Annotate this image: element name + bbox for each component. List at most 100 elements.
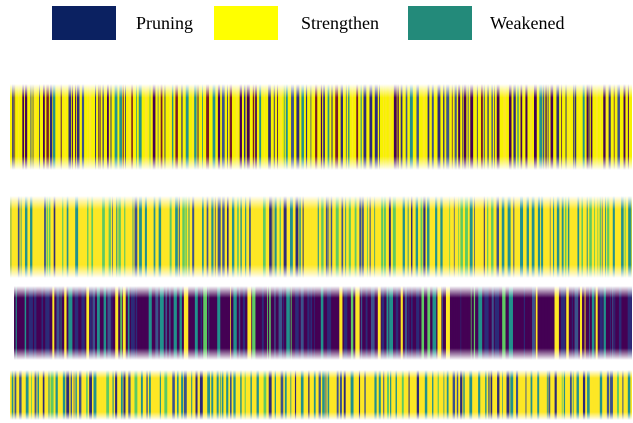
band-stripe [360, 286, 363, 360]
band-stripe [135, 286, 138, 360]
band-stripe [207, 370, 211, 420]
band-stripe [12, 84, 14, 170]
band-stripe [239, 84, 242, 170]
band-stripe [91, 196, 94, 278]
band-stripe [48, 370, 50, 420]
band-stripe [607, 196, 610, 278]
band-stripe [200, 286, 203, 360]
band-stripe [483, 196, 485, 278]
band-stripe [95, 84, 97, 170]
band-stripe [52, 286, 55, 360]
band-stripe [401, 370, 404, 420]
band-stripe [580, 286, 583, 360]
band-stripe [465, 196, 468, 278]
band-stripe [510, 370, 514, 420]
band-stripe [28, 286, 33, 360]
band-stripe [551, 286, 554, 360]
band-stripe [230, 370, 232, 420]
band-stripe [452, 370, 456, 420]
band-stripe [402, 196, 405, 278]
band-stripe [574, 286, 579, 360]
band-stripe [195, 370, 198, 420]
band-stripe [291, 84, 294, 170]
band-stripe [132, 196, 134, 278]
band-stripe [553, 196, 555, 278]
band-stripe [416, 370, 420, 420]
band-stripe [89, 370, 92, 420]
band-stripe [250, 370, 252, 420]
band-stripe [612, 286, 614, 360]
band-stripe [507, 196, 511, 278]
band-stripe [314, 196, 317, 278]
band-stripe [517, 84, 519, 170]
band-stripe [176, 370, 179, 420]
band-stripe [15, 286, 17, 360]
band-stripe [60, 286, 62, 360]
band-stripe [556, 196, 560, 278]
band-stripe [501, 196, 505, 278]
band-stripe [422, 84, 425, 170]
band-stripe [68, 84, 72, 170]
band-stripe [290, 370, 292, 420]
band-stripe [351, 84, 354, 170]
band-stripe [453, 196, 455, 278]
band-stripe [279, 84, 282, 170]
band-stripe [221, 370, 224, 420]
band-stripe [93, 370, 97, 420]
band-stripe [541, 286, 545, 360]
band-stripe [355, 286, 360, 360]
band-stripe [257, 286, 260, 360]
band-stripe [247, 286, 252, 360]
band-stripe [191, 370, 193, 420]
band-stripe [366, 196, 368, 278]
band-stripe [246, 84, 250, 170]
band-stripe [138, 84, 142, 170]
band-stripe [432, 370, 434, 420]
band-stripe [211, 370, 214, 420]
band-stripe [474, 196, 476, 278]
band-stripe [483, 84, 485, 170]
band-stripe [37, 286, 40, 360]
band-stripe [76, 84, 80, 170]
band-stripe [81, 286, 85, 360]
band-stripe [79, 370, 82, 420]
band-stripe [34, 370, 37, 420]
band-stripe [217, 286, 221, 360]
band-stripe [343, 370, 346, 420]
band-stripe [423, 196, 426, 278]
band-stripe [398, 196, 401, 278]
band-stripe [565, 84, 567, 170]
band-stripe [22, 84, 25, 170]
band-stripe [599, 370, 603, 420]
band-stripe [530, 370, 533, 420]
band-stripe [616, 196, 620, 278]
band-stripe [332, 370, 335, 420]
band-stripe [242, 286, 246, 360]
band-stripe [462, 84, 463, 170]
band-stripe [561, 370, 563, 420]
band-stripe [463, 286, 468, 360]
band-row-3 [14, 286, 632, 360]
band-stripe [599, 196, 602, 278]
band-stripe [110, 84, 112, 170]
band-stripe [192, 196, 195, 278]
band-stripe [315, 84, 318, 170]
band-stripe [374, 370, 377, 420]
band-stripe [542, 84, 545, 170]
band-stripe [530, 84, 533, 170]
band-stripe [181, 84, 183, 170]
band-stripe [307, 286, 310, 360]
band-stripe [515, 370, 519, 420]
band-stripe [306, 196, 308, 278]
band-stripe [383, 370, 385, 420]
band-stripe [81, 84, 85, 170]
band-stripe [115, 370, 118, 420]
band-stripe [134, 370, 138, 420]
band-stripe [277, 84, 279, 170]
band-stripe [34, 286, 37, 360]
band-stripe [520, 84, 523, 170]
band-stripe [296, 84, 300, 170]
band-stripe [478, 286, 483, 360]
band-stripe [74, 286, 79, 360]
band-stripe [103, 286, 107, 360]
